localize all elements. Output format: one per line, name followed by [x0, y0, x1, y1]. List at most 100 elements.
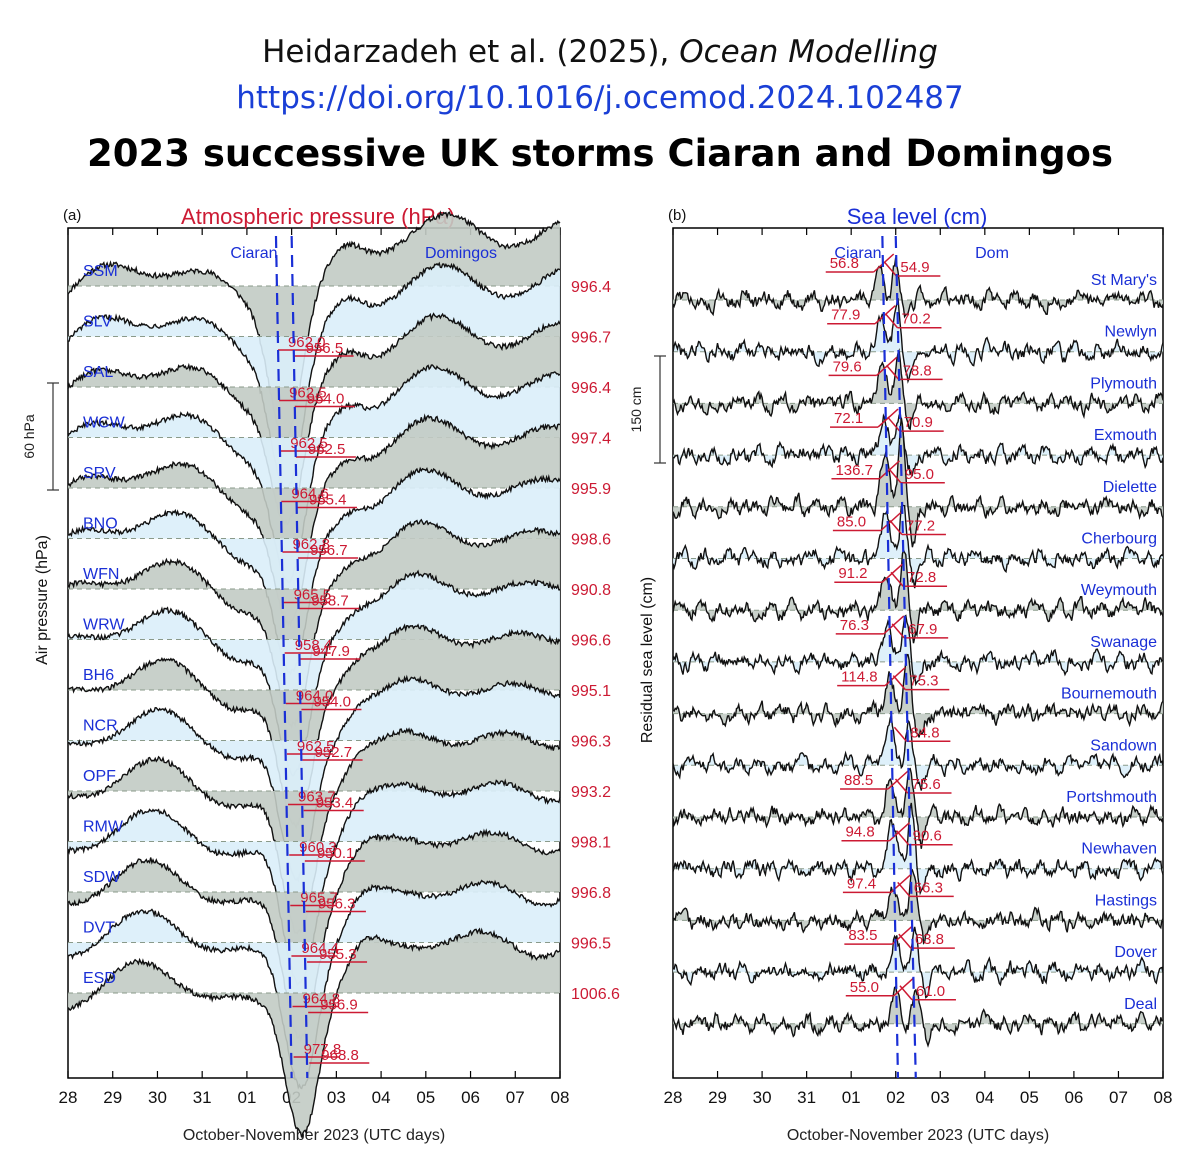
max-ciaran-label: 114.8 [841, 669, 877, 686]
max-marker [893, 726, 907, 742]
trace-fill [68, 468, 560, 674]
trace-line [672, 410, 1164, 478]
x-tick-label: 29 [103, 1088, 122, 1107]
max-domingos-label: 95.0 [905, 466, 934, 483]
min-ciaran-label: 952.7 [315, 744, 353, 761]
max-ciaran-label: 83.5 [848, 927, 877, 944]
panel-title: Sea level (cm) [847, 204, 988, 229]
min-domingos-label: 962.8 [292, 536, 330, 553]
min-domingos-label: 964.0 [296, 688, 334, 705]
max-domingos-label: 63.8 [915, 931, 944, 948]
event-label: Domingos [425, 245, 497, 262]
event-label: Dom [975, 245, 1009, 262]
station-label: WCW [83, 415, 126, 432]
max-marker [899, 985, 913, 1001]
station-label: RMW [83, 819, 124, 836]
x-tick-label: 28 [59, 1088, 78, 1107]
event-line [274, 235, 293, 1079]
station-label: Dover [1114, 944, 1157, 961]
mean-value-label: 993.2 [571, 784, 611, 801]
mean-value-label: 996.4 [571, 380, 611, 397]
max-ciaran-label: 91.2 [838, 565, 867, 582]
trace-fill [68, 571, 560, 776]
citation-journal: Ocean Modelling [679, 34, 938, 70]
station-label: Hastings [1095, 892, 1157, 909]
trace-fill [68, 780, 560, 985]
max-domingos-label: 70.2 [901, 311, 930, 328]
station-label: BH6 [83, 667, 114, 684]
station-label: SDW [83, 869, 121, 886]
min-ciaran-label: 956.9 [320, 997, 358, 1014]
max-domingos-label: 72.8 [907, 569, 936, 586]
min-ciaran-label: 956.7 [310, 542, 348, 559]
panel-a: 282930310102030405060708October-November… [21, 204, 620, 1144]
min-ciaran-label: 955.4 [309, 492, 347, 509]
x-axis-label: October-November 2023 (UTC days) [183, 1127, 445, 1144]
min-ciaran-label: 955.3 [319, 946, 357, 963]
station-label: Exmouth [1094, 427, 1157, 444]
min-domingos-label: 977.8 [304, 1041, 342, 1058]
max-ciaran-label: 77.9 [831, 307, 860, 324]
max-marker [897, 881, 911, 897]
max-marker [888, 468, 902, 484]
station-label: Newlyn [1105, 324, 1157, 341]
station-label: St Mary's [1091, 272, 1157, 289]
mean-value-label: 996.8 [571, 885, 611, 902]
max-ciaran-label: 88.5 [844, 772, 873, 789]
trace-line [672, 614, 1164, 687]
event-line [290, 235, 309, 1079]
max-ciaran-label: 136.7 [835, 462, 873, 479]
max-marker [889, 520, 903, 535]
x-tick-label: 01 [237, 1088, 256, 1107]
trace-line [672, 504, 1164, 589]
min-domingos-label: 958.4 [295, 637, 333, 654]
event-line [894, 235, 917, 1079]
station-label: SLV [83, 314, 112, 331]
x-tick-label: 30 [753, 1088, 772, 1107]
trace-line [672, 297, 1164, 384]
max-marker [896, 830, 910, 846]
x-tick-label: 06 [1064, 1088, 1083, 1107]
max-marker [894, 778, 909, 794]
max-marker [892, 675, 906, 691]
trace-line [67, 210, 561, 442]
max-domingos-label: 70.9 [904, 414, 933, 431]
max-domingos-label: 75.3 [909, 673, 938, 690]
mean-value-label: 997.4 [571, 431, 611, 448]
min-ciaran-label: 968.8 [321, 1047, 359, 1064]
trace-fill [68, 929, 560, 1138]
max-marker [890, 571, 904, 587]
mean-value-label: 1006.6 [571, 986, 620, 1003]
station-label: Portshmouth [1066, 789, 1157, 806]
x-axis-label: October-November 2023 (UTC days) [787, 1127, 1049, 1144]
max-ciaran-label: 79.6 [833, 358, 862, 375]
max-ciaran-label: 97.4 [847, 875, 876, 892]
max-domingos-label: 61.0 [916, 983, 945, 1000]
max-marker [891, 623, 905, 639]
x-tick-label: 01 [842, 1088, 861, 1107]
min-domingos-label: 962.0 [288, 334, 326, 351]
max-domingos-label: 66.3 [914, 879, 943, 896]
figure: 28 29 30 31 01 02 03 04 05 06 07 08 October-November… [21, 204, 1172, 1144]
max-marker [887, 416, 901, 432]
station-label: SRV [83, 465, 116, 482]
trace-line [67, 466, 561, 676]
trace-line [672, 985, 1164, 1048]
max-marker [874, 305, 896, 325]
x-tick-label: 06 [461, 1088, 480, 1107]
max-ciaran-label: 55.0 [850, 979, 879, 996]
min-ciaran-label: 956.3 [318, 896, 356, 913]
min-domingos-label: 964.4 [301, 940, 339, 957]
doi-link[interactable]: https://doi.org/10.1016/j.ocemod.2024.10… [236, 80, 964, 116]
x-tick-label: 04 [975, 1088, 994, 1107]
min-domingos-label: 962.5 [289, 385, 327, 402]
plot-frame [672, 227, 1164, 1079]
trace-line [672, 417, 1164, 548]
station-label: OPF [83, 768, 116, 785]
station-label: WFN [83, 566, 119, 583]
panel-label: (a) [63, 207, 81, 224]
x-tick-label: 05 [1020, 1088, 1039, 1107]
station-label: SAL [83, 364, 113, 381]
max-ciaran-label: 94.8 [845, 824, 874, 841]
max-marker [893, 977, 915, 997]
